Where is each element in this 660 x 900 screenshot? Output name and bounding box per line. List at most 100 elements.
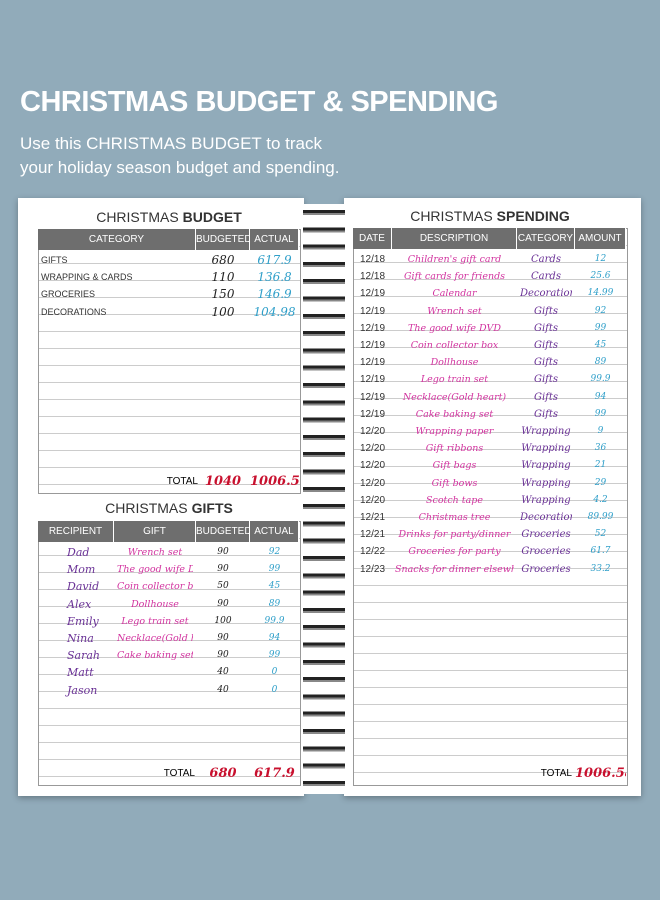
table-cell: Matt [67, 666, 94, 680]
table-cell: Gifts [533, 408, 559, 420]
table-cell: Gifts [533, 374, 559, 386]
table-cell: 9 [597, 426, 604, 436]
table-cell: Children's gift card [407, 254, 502, 265]
table-cell: Lego train set [420, 374, 489, 386]
table-cell: 92 [268, 547, 281, 557]
table-cell: 150 [211, 287, 235, 302]
table-box [353, 228, 628, 786]
total-value: 680 [209, 766, 237, 781]
table-cell: 25.6 [590, 271, 611, 282]
table-cell: 12 [594, 254, 607, 264]
table-cell: 99 [594, 408, 607, 419]
table-cell: 146.9 [257, 287, 292, 302]
table-cell: GROCERIES [41, 289, 96, 300]
table-cell: Groceries [521, 563, 571, 575]
table-cell: Wrench set [427, 305, 482, 317]
total-value: 1006.58 [575, 766, 626, 781]
table-cell: 99 [594, 322, 607, 333]
section-title: CHRISTMAS BUDGET [38, 209, 300, 225]
table-cell: 94 [268, 633, 281, 643]
table-cell: David [67, 580, 100, 594]
table-cell: 89 [594, 357, 607, 368]
table-cell: Cake baking set [117, 650, 193, 662]
table-cell: 14.99 [587, 288, 614, 299]
table-cell: 90 [217, 633, 229, 643]
table-cell: 100 [214, 615, 232, 626]
table-cell: 33.2 [590, 563, 611, 574]
table-cell: 12/20 [359, 443, 386, 455]
table-cell: 104.98 [253, 304, 296, 319]
table-cell: 99.9 [590, 374, 611, 385]
page-subtitle: Use this CHRISTMAS BUDGET to track your … [20, 134, 340, 177]
column-header: BUDGETED [196, 229, 250, 250]
column-header: CATEGORY [38, 229, 196, 250]
table-cell: 12/20 [359, 426, 386, 437]
table-cell: Gift bags [432, 460, 477, 472]
table-cell: 617.9 [257, 253, 292, 267]
table-cell: 21 [594, 460, 607, 471]
table-cell: Nina [67, 632, 94, 645]
table-cell: 12/19 [359, 288, 386, 300]
table-cell: The good wife DVD [117, 564, 193, 576]
total-label: TOTAL [166, 476, 198, 487]
total-label: TOTAL [540, 768, 572, 779]
table-cell: 40 [217, 684, 229, 695]
table-cell: 45 [594, 340, 607, 350]
table-cell: 29 [594, 477, 607, 488]
table-cell: 12/23 [359, 563, 386, 575]
table-cell: Gift cards for friends [403, 271, 506, 283]
table-cell: Wrapping [521, 460, 571, 472]
total-value: 1040 [204, 474, 242, 489]
section-title-part: CHRISTMAS [410, 208, 493, 224]
table-cell: 12/19 [359, 322, 386, 334]
table-cell: 12/19 [359, 357, 386, 369]
table-cell: Decorations [520, 288, 572, 300]
section-title-part: CHRISTMAS [96, 209, 179, 225]
table-cell: 99 [268, 650, 281, 661]
table-cell: Dollhouse [430, 357, 479, 369]
total-label: TOTAL [163, 768, 195, 779]
table-cell: Wrapping [521, 426, 571, 437]
table-cell: 12/19 [359, 391, 386, 403]
table-cell: 136.8 [257, 270, 292, 285]
table-cell: 12/18 [359, 254, 386, 265]
table-cell: 12/20 [359, 477, 386, 489]
column-header: ACTUAL [250, 229, 299, 250]
table-cell: Gifts [533, 340, 559, 351]
total-value: 1006.58 [250, 474, 299, 489]
table-cell: Scotch tape [425, 494, 483, 506]
table-cell: 40 [217, 667, 229, 678]
table-cell: 36 [594, 443, 607, 454]
table-cell: 0 [271, 684, 278, 695]
table-cell: Sarah [67, 649, 100, 663]
table-cell: Groceries [521, 529, 571, 541]
table-cell: Cake baking set [415, 408, 494, 420]
table-cell: Wrapping [521, 443, 571, 455]
table-cell: Groceries for party [408, 546, 501, 558]
column-header: AMOUNT [575, 228, 626, 249]
column-header: CATEGORY [517, 228, 575, 249]
table-cell: Mom [67, 563, 96, 577]
column-header: RECIPIENT [38, 521, 114, 542]
table-cell: Coin collector box [117, 581, 193, 593]
table-cell: Lego train set [121, 615, 189, 627]
table-cell: 12/20 [359, 460, 386, 472]
column-header: GIFT [114, 521, 196, 542]
table-cell: 50 [217, 581, 229, 592]
table-cell: 4.2 [593, 494, 608, 505]
table-cell: 89.99 [587, 512, 614, 522]
table-cell: Gifts [533, 322, 559, 334]
table-cell: Gifts [533, 357, 559, 369]
table-cell: Necklace(Gold heart) [117, 633, 193, 644]
table-cell: Calendar [432, 288, 477, 300]
table-cell: Dollhouse [131, 598, 179, 610]
section-title: CHRISTMAS SPENDING [353, 208, 627, 224]
section-title-part: CHRISTMAS [105, 500, 188, 516]
table-cell: Wrench set [127, 547, 183, 558]
table-cell: Snacks for dinner elsewhere [395, 563, 514, 575]
table-cell: 12/19 [359, 340, 386, 351]
table-cell: Cards [531, 271, 561, 283]
table-cell: 12/19 [359, 408, 386, 420]
table-cell: Cards [531, 254, 561, 265]
